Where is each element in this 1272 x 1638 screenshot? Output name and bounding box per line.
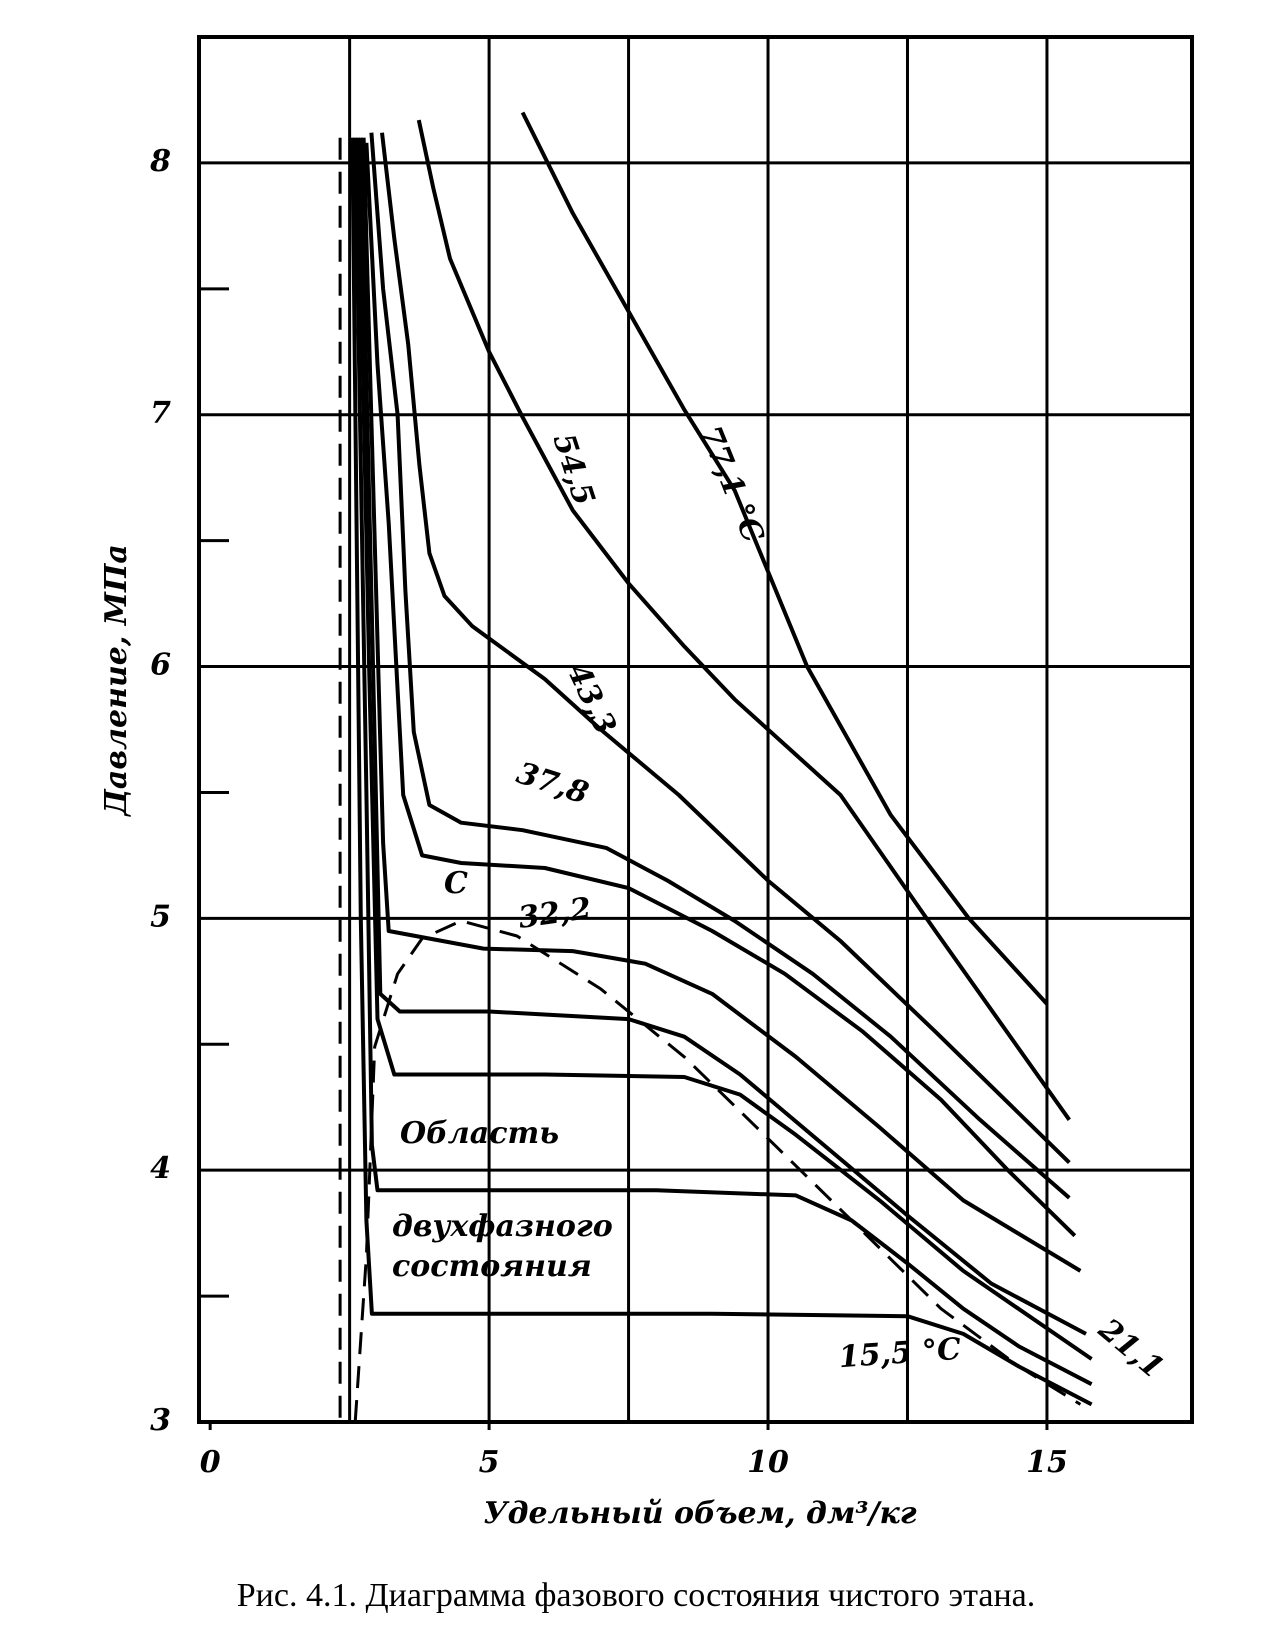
curve-label: 37,8: [512, 756, 592, 812]
plot-frame: [197, 35, 1194, 1424]
curve-label: 77,1 °C: [692, 421, 770, 548]
curve-label: 32,2: [516, 891, 593, 936]
y-tick-label: 5: [150, 899, 171, 934]
y-axis-title: Давление, МПа: [99, 544, 134, 818]
isotherm: [361, 137, 1082, 1273]
curve-label: 54,5: [545, 429, 601, 509]
y-tick-label: 4: [150, 1151, 171, 1186]
critical-point-label: С: [444, 866, 468, 901]
x-tick-label: 0: [200, 1445, 221, 1480]
y-tick-label: 3: [150, 1403, 171, 1438]
x-tick-label: 15: [1026, 1445, 1068, 1480]
isotherm: [353, 137, 1093, 1386]
region-label: двухфазного: [392, 1209, 613, 1244]
curve-label: 21,1: [1091, 1311, 1170, 1385]
isotherm: [350, 137, 1093, 1407]
y-tick-label: 7: [150, 396, 171, 431]
dashed-curve: [353, 919, 1082, 1423]
x-tick-label: 5: [479, 1445, 500, 1480]
isotherm: [369, 132, 1071, 1200]
isotherm: [520, 111, 1049, 1006]
x-tick-label: 10: [747, 1445, 789, 1480]
y-tick-label: 6: [150, 648, 171, 683]
isotherm: [364, 142, 1077, 1238]
curve-label: 15,5 °C: [838, 1332, 963, 1375]
region-label: состояния: [392, 1249, 592, 1284]
region-label: Область: [400, 1116, 559, 1151]
isotherm: [356, 137, 1093, 1361]
caption: Рис. 4.1. Диаграмма фазового состояния ч…: [237, 1577, 1035, 1614]
isotherm: [380, 132, 1071, 1165]
isotherm: [416, 119, 1071, 1121]
isotherm: [358, 137, 1087, 1336]
x-axis-title: Удельный объем, дм³/кг: [483, 1496, 916, 1531]
y-tick-label: 8: [149, 144, 171, 179]
